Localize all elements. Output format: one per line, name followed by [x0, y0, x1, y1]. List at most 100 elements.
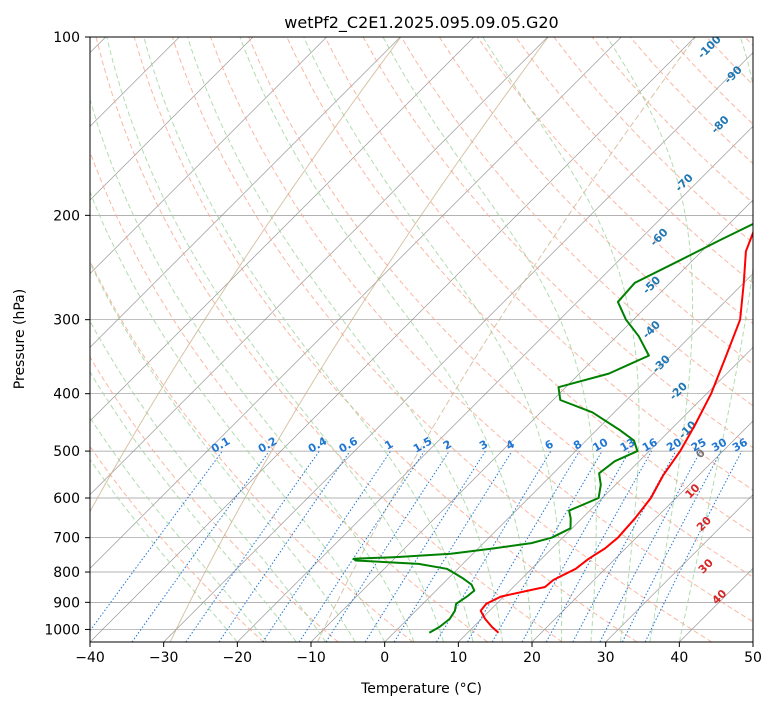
mixing-ratio-line [572, 450, 677, 642]
mixing-ratio-line [644, 450, 743, 642]
moist-adiabat [90, 190, 386, 642]
mixing-ratio-line [131, 450, 270, 642]
dry-adiabat [324, 37, 753, 491]
x-tick-label: −30 [149, 650, 179, 666]
dry-adiabat [90, 259, 414, 642]
isotherm-line [163, 52, 753, 642]
mixing-ratio-lines [90, 450, 743, 642]
mixing-ratio-line [325, 450, 450, 642]
moist-adiabat [90, 320, 327, 642]
y-tick-label: 300 [53, 313, 80, 329]
mixing-ratio-label: 8 [571, 438, 584, 453]
moist-adiabat [90, 458, 238, 642]
isotherm-line [752, 641, 753, 642]
moist-adiabat [303, 37, 563, 642]
y-axis-label: Pressure (hPa) [12, 289, 28, 389]
mixing-ratio-line [521, 450, 630, 642]
adiabat-lines [90, 37, 753, 642]
isohume-line [90, 37, 402, 513]
x-tick-label: 50 [744, 650, 762, 666]
mixing-ratio-label: 2 [441, 438, 454, 453]
mixing-ratio-line [467, 450, 580, 642]
y-tick-label: 100 [53, 30, 80, 46]
x-axis-label: Temperature (°C) [360, 681, 482, 697]
isotherm-line [90, 37, 696, 642]
dry-adiabat [95, 37, 563, 642]
mixing-ratio-label: 16 [640, 435, 660, 454]
x-tick-label: −20 [223, 650, 253, 666]
dry-adiabat [171, 37, 712, 642]
dry-adiabat [248, 37, 753, 578]
mixing-ratio-label: 0.4 [306, 434, 330, 455]
y-tick-label: 200 [53, 208, 80, 224]
y-tick-label: 600 [53, 491, 80, 507]
x-tick-label: 40 [670, 650, 688, 666]
x-tick-label: −10 [296, 650, 326, 666]
sounding-profiles [352, 222, 753, 634]
mixing-ratio-line [621, 450, 722, 642]
moist-adiabat [106, 37, 445, 642]
isotherm-line [531, 420, 753, 642]
isotherm-line [679, 567, 753, 642]
mixing-ratio-label: 30 [709, 435, 729, 454]
moist-adiabat [678, 37, 753, 642]
isotherm-line [90, 37, 401, 348]
mixing-ratio-line [90, 450, 223, 632]
dewpoint-profile [352, 222, 753, 634]
isohume-line [317, 37, 696, 642]
x-tick-label: −40 [75, 650, 105, 666]
isotherm-line [90, 37, 548, 496]
moist-adiabat [90, 416, 268, 642]
moist-adiabat-label: 20 [694, 514, 714, 534]
y-tick-label: 700 [53, 531, 80, 547]
chart-title: wetPf2_C2E1.2025.095.09.05.G20 [284, 13, 558, 33]
isotherm-line [90, 37, 254, 201]
x-tick-label: 20 [523, 650, 541, 666]
mixing-ratio-line [262, 450, 392, 642]
dry-adiabat [90, 445, 264, 642]
dry-adiabat [90, 150, 488, 642]
mixing-ratio-line [298, 450, 425, 642]
moist-adiabat [187, 37, 503, 642]
isotherm-line [605, 494, 753, 642]
moist-adiabat-label: 40 [709, 587, 729, 607]
mixing-ratio-label: 1.5 [411, 435, 434, 456]
y-tick-label: 900 [53, 595, 80, 611]
mixing-ratio-label: 0.6 [337, 434, 361, 455]
mixing-ratio-line [545, 450, 653, 642]
moist-adiabat-label: 30 [696, 556, 716, 576]
axes: −40 −30 −20 −10 0 10 20 30 40 50 1000 900 800 700 600 5… [44, 30, 762, 666]
isotherm-line [237, 125, 753, 642]
mixing-ratio-line [599, 450, 701, 642]
dry-adiabat [90, 356, 339, 642]
isotherm-line [384, 273, 753, 642]
x-tick-label: 0 [380, 650, 389, 666]
line-labels: 0.1 0.2 0.4 0.6 1 1.5 2 3 4 6 8 10 13 16 20 25 30 36-100-… [209, 37, 750, 607]
dry-adiabat [515, 37, 753, 284]
dry-adiabat [438, 37, 753, 366]
background-grid [90, 37, 753, 642]
mixing-ratio-label: 6 [543, 437, 556, 452]
y-tick-label: 800 [53, 565, 80, 581]
mixing-ratio-label: 10 [591, 435, 611, 454]
moist-adiabat-label: -80 [709, 113, 732, 136]
moist-adiabat [482, 37, 640, 642]
moist-adiabat-label: -90 [722, 63, 745, 86]
isotherm-line [90, 37, 327, 275]
plot-frame [89, 36, 754, 643]
isotherm-line [458, 346, 753, 642]
dry-adiabat [210, 37, 753, 623]
isotherm-line [90, 37, 475, 422]
y-tick-label: 400 [53, 387, 80, 403]
isohume-line [169, 37, 549, 642]
moist-adiabat-label: -60 [647, 226, 670, 249]
mixing-ratio-label: 36 [730, 435, 750, 454]
moist-adiabat [606, 37, 694, 642]
dry-adiabat [400, 37, 753, 407]
dry-adiabat [744, 37, 753, 47]
mixing-ratio-line [185, 450, 320, 642]
dry-adiabat [133, 37, 638, 642]
isotherm-line [90, 37, 622, 569]
dry-adiabat [591, 37, 753, 204]
